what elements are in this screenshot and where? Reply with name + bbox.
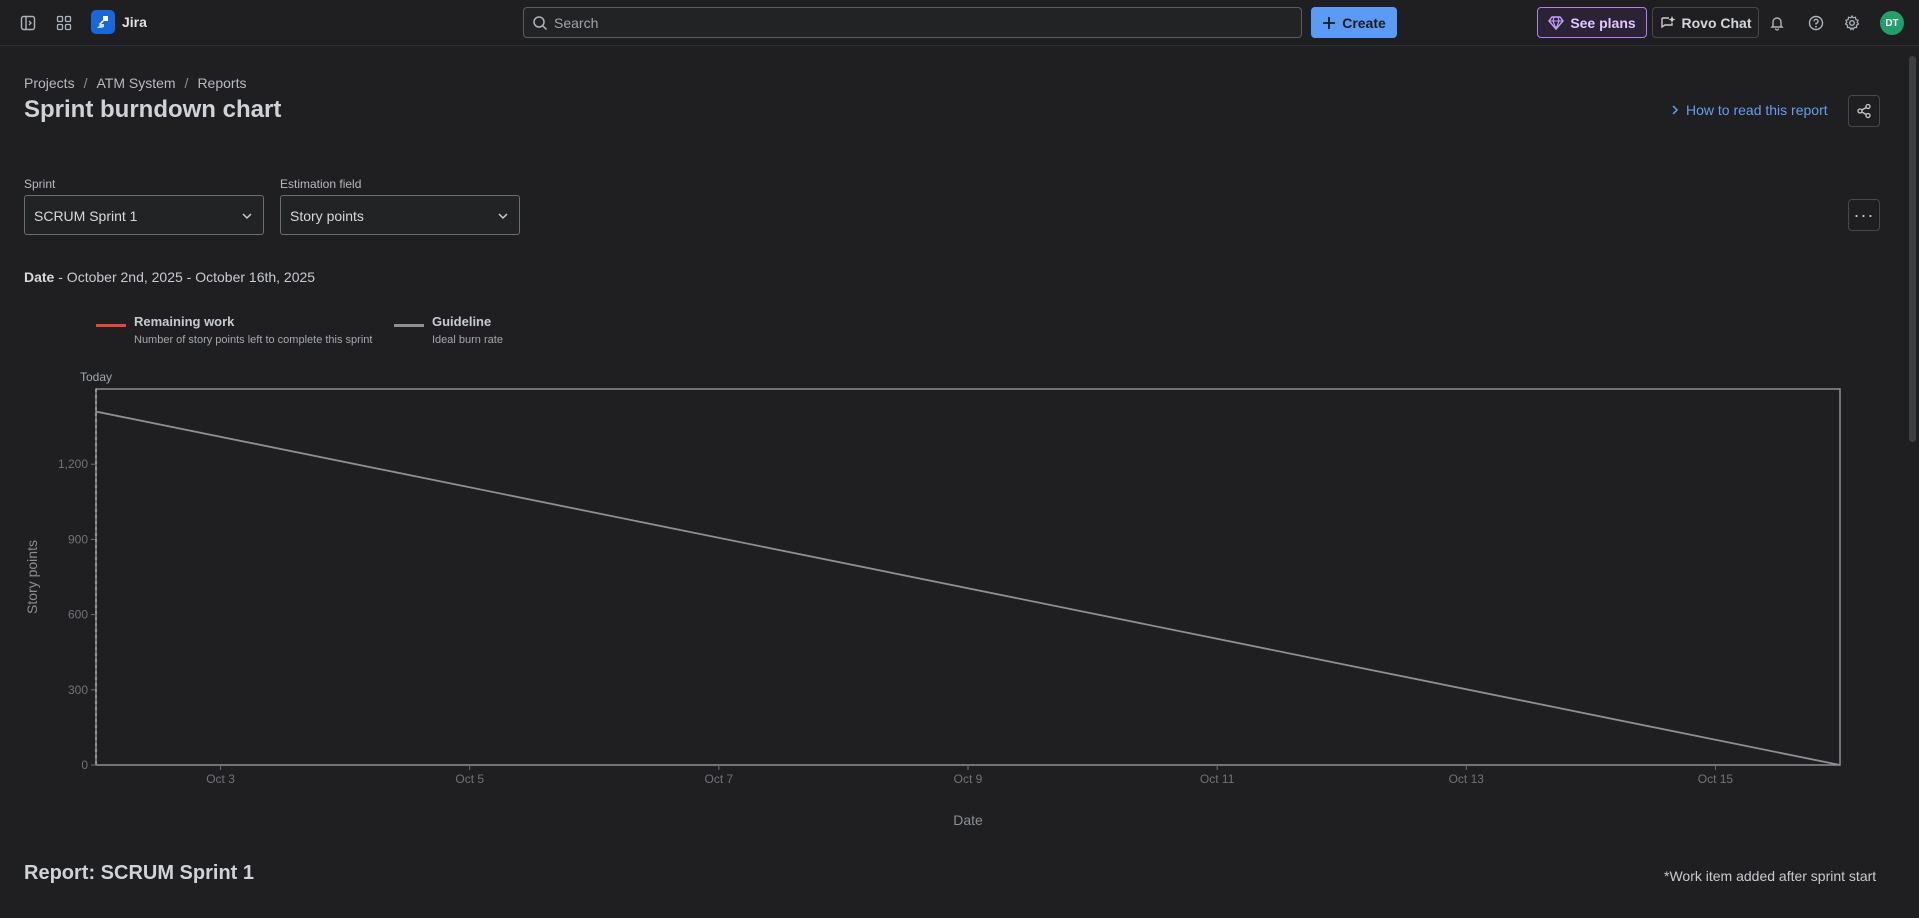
date-range-label: Date [24,269,55,285]
legend-title: Remaining work [134,314,235,329]
y-tick-label: 600 [68,608,88,622]
create-label: Create [1342,14,1386,31]
sidebar-toggle-icon[interactable] [15,10,41,36]
plot-frame [95,388,1841,766]
rovo-chat-button[interactable]: Rovo Chat [1652,7,1759,38]
search-input[interactable]: Search [523,7,1302,38]
plus-icon [1323,16,1336,29]
report-note: *Work item added after sprint start [1664,868,1877,884]
page-scrollbar[interactable] [1906,46,1919,918]
report-title: Report: SCRUM Sprint 1 [24,862,254,884]
x-tick-label: Oct 9 [954,772,983,786]
see-plans-button[interactable]: See plans [1537,7,1647,38]
bell-icon[interactable] [1764,10,1790,36]
breadcrumb-separator: / [83,75,88,91]
app-name[interactable]: Jira [122,14,147,30]
burndown-chart: 0 300 600 900 1,200 Oct 3 Oct 5 Oct 7 Oct 9 Oct 1… [24,370,1841,828]
how-to-read-link[interactable]: How to read this report [1670,102,1828,118]
x-tick-label: Oct 3 [206,772,235,786]
sprint-label: Sprint [24,177,56,191]
page-title: Sprint burndown chart [24,96,282,123]
app-switcher-icon[interactable] [51,10,77,36]
create-button[interactable]: Create [1311,7,1397,38]
breadcrumb-separator: / [184,75,189,91]
gear-icon[interactable] [1839,10,1865,36]
search-placeholder: Search [554,15,599,31]
top-navigation-bar: Jira Search Create See plans Rovo Chat D… [0,0,1919,46]
legend-swatch-guideline [394,324,424,327]
breadcrumb-reports[interactable]: Reports [197,75,247,91]
x-axis-label: Date [953,812,983,828]
breadcrumb-projects[interactable]: Projects [24,75,75,91]
estimation-field-select[interactable]: Story points [280,195,520,235]
x-tick-label: Oct 15 [1698,772,1734,786]
sprint-select[interactable]: SCRUM Sprint 1 [24,195,264,235]
legend-swatch-remaining-work [96,324,126,327]
more-icon: ··· [1853,204,1875,225]
date-range-value: - October 2nd, 2025 - October 16th, 2025 [54,269,316,285]
sprint-select-value: SCRUM Sprint 1 [34,208,138,224]
today-label: Today [80,370,112,384]
scrollbar-thumb[interactable] [1909,56,1916,442]
avatar[interactable]: DT [1880,11,1904,35]
x-tick-label: Oct 5 [455,772,484,786]
x-tick-label: Oct 13 [1449,772,1485,786]
search-icon [533,16,548,31]
series-line-guideline [95,410,1841,766]
chevron-right-icon [1672,105,1679,115]
breadcrumb: Projects / ATM System / Reports [24,75,246,91]
more-actions-button[interactable]: ··· [1848,199,1880,231]
x-tick-label: Oct 11 [1200,772,1235,786]
y-axis-label: Story points [24,540,40,614]
y-tick-label: 900 [68,532,88,546]
x-tick-label: Oct 7 [705,772,734,786]
y-tick-label: 0 [81,758,88,772]
estimation-field-label: Estimation field [280,177,362,191]
share-button[interactable] [1848,95,1880,127]
y-tick-label: 1,200 [58,457,88,471]
legend-title: Guideline [432,314,492,329]
breadcrumb-atm-system[interactable]: ATM System [96,75,176,91]
chevron-down-icon [242,213,252,220]
date-range: Date - October 2nd, 2025 - October 16th,… [24,269,315,285]
legend-description: Ideal burn rate [432,334,503,346]
chevron-down-icon [498,213,508,220]
see-plans-label: See plans [1570,14,1636,31]
jira-logo[interactable] [91,10,115,34]
y-tick-label: 300 [68,683,88,697]
estimation-field-value: Story points [290,208,364,224]
gem-icon [1548,15,1565,30]
how-to-read-label: How to read this report [1686,102,1828,118]
help-icon[interactable] [1803,10,1829,36]
share-icon [1857,103,1871,119]
rovo-chat-icon [1660,15,1675,28]
legend-description: Number of story points left to complete … [134,334,373,346]
rovo-chat-label: Rovo Chat [1681,14,1752,31]
